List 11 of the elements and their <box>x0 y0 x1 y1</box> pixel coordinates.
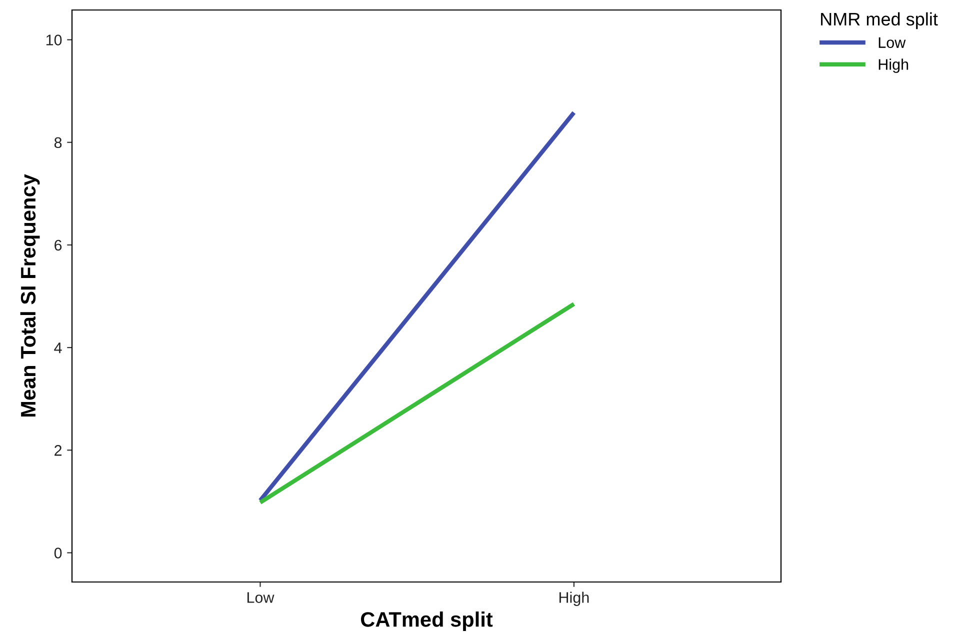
y-tick-label: 2 <box>54 445 62 456</box>
y-tick-label: 8 <box>54 137 62 148</box>
legend-title: NMR med split <box>821 12 938 30</box>
y-tick-label: 10 <box>46 34 62 46</box>
legend-label: High <box>878 58 908 73</box>
y-tick-label: 0 <box>54 548 62 558</box>
y-tick-label: 4 <box>54 342 62 354</box>
y-tick-label: 6 <box>54 240 62 251</box>
x-axis-title: CATmed split <box>360 612 493 631</box>
y-axis-title: Mean Total SI Frequency <box>20 174 40 417</box>
legend-label: Low <box>878 37 906 48</box>
